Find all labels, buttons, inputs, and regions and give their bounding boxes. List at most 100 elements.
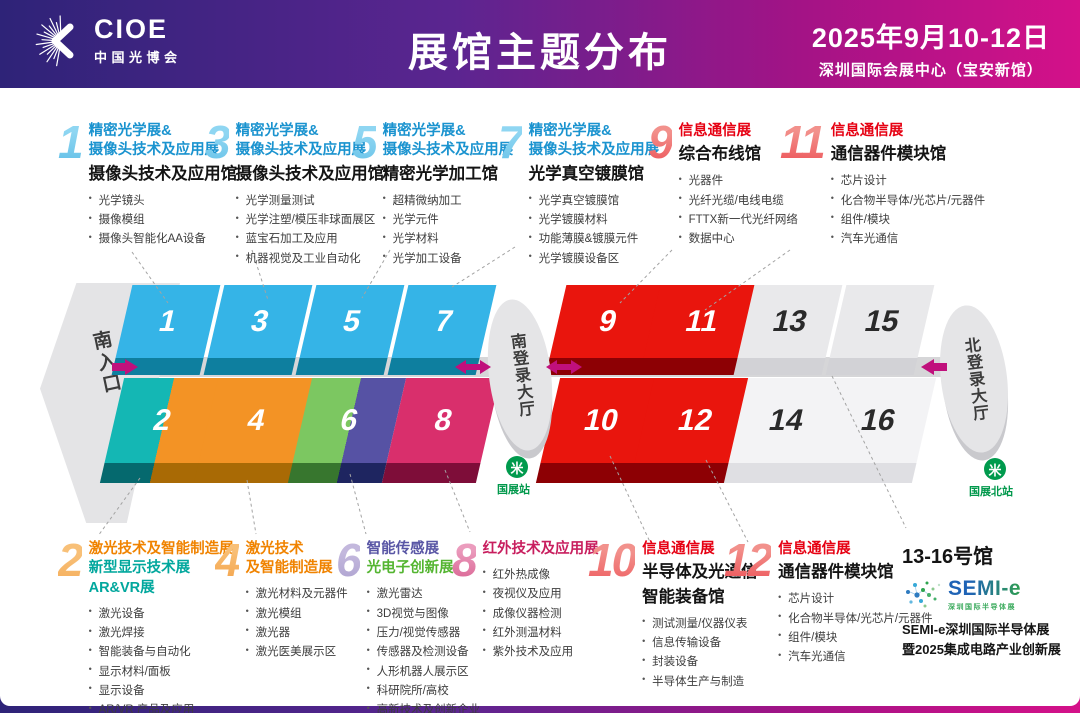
annotation-hall-number: 2 <box>58 537 84 713</box>
annotation-topic-item: 化合物半导体/光芯片/元器件 <box>778 609 932 628</box>
event-info: 2025年9月10-12日 深圳国际会展中心（宝安新馆） <box>812 16 1050 80</box>
annotation-exhibition-title: 信息通信展 <box>778 541 851 557</box>
annotation-exhibition-title: 激光技术 <box>245 541 304 557</box>
annotation-topic-item: 摄像模组 <box>89 211 238 230</box>
annotation-topic-item: 光学材料 <box>383 230 514 249</box>
hall-number-label: 3 <box>247 304 273 338</box>
cioe-logo: CIOE 中国光博会 <box>30 14 182 68</box>
metro-station-south-label: 国展站 <box>497 484 530 496</box>
annotation-venue-name: 通信器件模块馆 <box>830 145 947 164</box>
hall-number-label: 12 <box>674 403 716 437</box>
annotation-topic-list: 红外热成像夜视仪及应用成像仪器检测红外测温材料紫外技术及应用 <box>483 565 599 661</box>
annotation-exhibition-title: 摄像头技术及应用展 <box>382 142 514 159</box>
hall-front-face <box>287 463 387 483</box>
annotation-topic-item: 信息传输设备 <box>642 634 758 653</box>
hall-top-face: 7 <box>391 285 497 358</box>
annotation-topic-list: 激光材料及元器件激光模组激光器激光医美展示区 <box>246 585 348 662</box>
north-lobby-label: 北登录大厅 <box>960 335 989 423</box>
event-date: 2025年9月10-12日 <box>811 23 1050 53</box>
metro-station-icon: 米 <box>506 456 528 478</box>
annotation-venue-name: 光学真空镀膜馆 <box>528 164 645 183</box>
hall-front-face <box>387 358 480 375</box>
annotation-topic-item: 光学镀膜材料 <box>529 211 660 230</box>
semi-e-line2: 暨2025集成电路产业创新展 <box>902 641 1061 657</box>
hall-front-face <box>203 358 296 375</box>
hall-number-label: 6 <box>337 403 362 437</box>
semi-e-block: 13-16号馆 SEMI-e 深圳国际半导体展 SEMI-e深圳国际半导体展 暨… <box>902 540 1072 659</box>
annotation-hall-number: 5 <box>352 119 378 268</box>
hall-top-face: 5 <box>299 285 405 358</box>
semi-e-logo-tagline: 深圳国际半导体展 <box>948 603 1016 611</box>
annotation-venue-name: 通信器件模块馆 <box>778 563 894 582</box>
semi-e-logo-text: SEMI-e <box>948 576 1022 600</box>
hall-11-annotation: 11信息通信展通信器件模块馆芯片设计化合物半导体/光芯片/元器件组件/模块汽车光… <box>780 119 985 249</box>
annotation-topic-list: 光器件光纤光缆/电线电缆FTTX新一代光纤网络数据中心 <box>679 172 798 249</box>
annotation-hall-number: 6 <box>336 537 362 713</box>
annotation-hall-number: 8 <box>452 537 478 662</box>
annotation-hall-number: 7 <box>498 119 524 268</box>
hall-number-label: 15 <box>861 304 903 338</box>
annotation-topic-item: 封装设备 <box>642 653 758 672</box>
annotation-topic-list: 激光雷达3D视觉与图像压力/视觉传感器传感器及检测设备人形机器人展示区科研院所/… <box>367 585 481 713</box>
annotation-exhibition-title: 摄像头技术及应用展 <box>235 142 367 159</box>
annotation-exhibition-title: 摄像头技术及应用展 <box>528 142 660 159</box>
annotation-topic-list: 超精微纳加工光学元件光学材料光学加工设备 <box>383 191 514 268</box>
annotation-topic-item: 紫外技术及应用 <box>483 643 599 662</box>
annotation-topic-item: 高新技术及创新企业 <box>367 701 481 713</box>
annotation-topic-list: 光学镜头摄像模组摄像头智能化AA设备 <box>89 191 238 249</box>
annotation-topic-item: 激光设备 <box>89 604 234 623</box>
hall-front-face <box>535 463 643 483</box>
annotation-topic-item: FTTX新一代光纤网络 <box>679 210 798 229</box>
hall-front-face <box>723 463 825 483</box>
annotation-exhibition-title: 信息通信展 <box>678 123 752 139</box>
hall-top-face: 1 <box>115 285 221 358</box>
annotation-topic-item: 红外测温材料 <box>483 623 599 642</box>
hall-number-label: 16 <box>857 403 899 437</box>
annotation-topic-item: 红外热成像 <box>483 565 599 584</box>
annotation-topic-list: 激光设备激光焊接智能装备与自动化显示材料/面板显示设备AR/VR 产品及应用 <box>89 604 234 713</box>
annotation-topic-item: 蓝宝石加工及应用 <box>236 230 385 249</box>
annotation-topic-item: 光器件 <box>679 172 798 191</box>
hall-number-label: 1 <box>155 304 181 338</box>
hall-front-face <box>295 358 388 375</box>
annotation-topic-item: 光学镀膜设备区 <box>529 249 660 268</box>
annotation-hall-number: 10 <box>588 537 637 691</box>
hall-top-face: 8 <box>386 378 501 463</box>
hall-front-face <box>825 358 918 375</box>
annotation-hall-number: 9 <box>648 119 674 249</box>
annotation-exhibition-title: 精密光学展& <box>528 123 612 139</box>
annotation-exhibition-title: 精密光学展& <box>88 123 172 139</box>
semi-e-logo-icon <box>906 581 941 608</box>
annotation-hall-number: 11 <box>780 119 826 249</box>
annotation-topic-item: 摄像头智能化AA设备 <box>89 230 238 249</box>
hall-front-face <box>99 463 201 483</box>
annotation-exhibition-title: 智能传感展 <box>366 541 440 557</box>
annotation-topic-item: 化合物半导体/光芯片/元器件 <box>831 191 985 210</box>
annotation-hall-number: 12 <box>724 537 773 667</box>
annotation-topic-item: 人形机器人展示区 <box>367 662 481 681</box>
logo-subtitle: 中国光博会 <box>94 50 182 65</box>
annotation-topic-item: 光学注塑/模压非球面展区 <box>236 211 385 230</box>
hall-number-label: 8 <box>431 403 456 437</box>
annotation-exhibition-title: 光电子创新展 <box>366 560 454 577</box>
annotation-venue-name: 智能装备馆 <box>642 587 725 606</box>
annotation-topic-item: 汽车光通信 <box>831 230 985 249</box>
hall-number-label: 9 <box>595 304 621 338</box>
annotation-topic-item: 科研院所/高校 <box>367 681 481 700</box>
annotation-topic-item: 功能薄膜&镀膜元件 <box>529 230 660 249</box>
hall-7-annotation: 7精密光学展&摄像头技术及应用展光学真空镀膜馆光学真空镀膜馆光学镀膜材料功能薄膜… <box>498 119 660 268</box>
hall-front-face <box>111 358 204 375</box>
annotation-topic-item: 光学镜头 <box>89 191 238 210</box>
annotation-exhibition-title: 精密光学展& <box>382 123 466 139</box>
annotation-exhibition-title: 新型显示技术展 <box>88 560 191 577</box>
annotation-topic-item: 激光器 <box>246 623 348 642</box>
south-lobby-label: 南登录大厅 <box>506 331 535 419</box>
annotation-topic-item: 光纤光缆/电线电缆 <box>679 191 798 210</box>
hall-top-face: 3 <box>207 285 313 358</box>
annotation-topic-item: 夜视仪及应用 <box>483 585 599 604</box>
annotation-exhibition-title: AR&VR展 <box>88 579 155 596</box>
annotation-exhibition-title: 及智能制造展 <box>245 560 333 577</box>
hall-number-label: 2 <box>150 403 175 437</box>
annotation-topic-item: 组件/模块 <box>778 628 932 647</box>
